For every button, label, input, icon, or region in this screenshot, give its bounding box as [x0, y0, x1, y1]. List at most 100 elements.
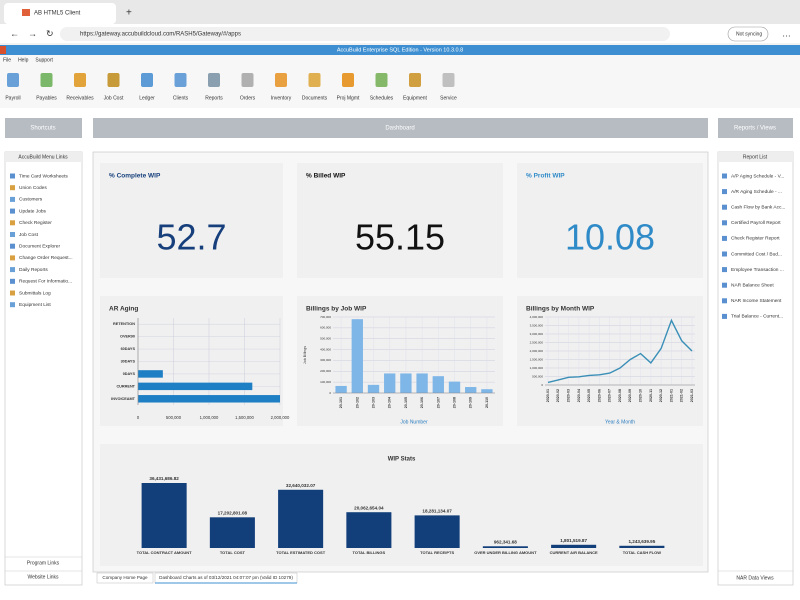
browser-menu[interactable]: … — [782, 28, 791, 38]
toolbar-icon[interactable] — [308, 73, 321, 87]
sync-button[interactable] — [727, 26, 769, 42]
report-link[interactable]: Cash Flow by Bank Acc... — [731, 204, 785, 210]
report-link[interactable]: Trial Balance - Current... — [731, 314, 783, 320]
y-axis-label: Job Billings — [303, 346, 307, 364]
app-title: AccuBuild Enterprise SQL Edition - Versi… — [337, 47, 463, 53]
report-link[interactable]: Employee Transaction ... — [731, 267, 784, 273]
reload-button[interactable]: ↻ — [46, 28, 54, 38]
report-link[interactable]: NAR Balance Sheet — [731, 282, 774, 288]
panel-footer-link[interactable]: Website Links — [27, 574, 59, 580]
panel-footer-link[interactable]: Program Links — [27, 560, 60, 566]
menu-link[interactable]: Union Codes — [19, 185, 47, 191]
report-icon — [722, 204, 727, 210]
report-link[interactable]: A/P Aging Schedule - V... — [731, 173, 784, 179]
reports-header-text: Reports / Views — [734, 126, 776, 132]
toolbar-label[interactable]: Receivables — [66, 95, 94, 101]
x-tick-label: 2020-01 — [546, 389, 550, 402]
menu-item[interactable]: File — [3, 57, 11, 63]
toolbar-label[interactable]: Service — [440, 95, 457, 101]
toolbar-label[interactable]: Payables — [36, 95, 57, 101]
toolbar-icon[interactable] — [241, 73, 254, 87]
right-panel-footer[interactable]: NAR Data Views — [736, 575, 774, 581]
toolbar-icon[interactable] — [375, 73, 388, 87]
x-tick-label: 20-110 — [485, 397, 489, 408]
toolbar-label[interactable]: Orders — [240, 95, 256, 101]
forward-button[interactable]: → — [28, 28, 37, 38]
y-tick-label: 600,000 — [320, 326, 331, 330]
toolbar-icon[interactable] — [107, 73, 120, 87]
toolbar-label[interactable]: Documents — [302, 95, 328, 101]
y-tick-label: 2,500,000 — [530, 340, 544, 344]
toolbar-label[interactable]: Schedules — [370, 95, 394, 101]
toolbar-label[interactable]: Reports — [205, 95, 223, 101]
toolbar-label[interactable]: Equipment — [403, 95, 428, 101]
x-tick-label: 1,500,000 — [235, 415, 254, 420]
shortcuts-header[interactable] — [5, 118, 82, 138]
menu-link[interactable]: Submittals Log — [19, 290, 51, 296]
toolbar-label[interactable]: Proj Mgmt — [337, 95, 360, 101]
toolbar-icon[interactable] — [141, 73, 153, 87]
toolbar-icon[interactable] — [342, 73, 354, 87]
y-tick-label: 3,500,000 — [530, 323, 544, 327]
toolbar-label[interactable]: Payroll — [5, 95, 20, 101]
toolbar-icon[interactable] — [442, 73, 455, 87]
link-icon — [10, 267, 15, 273]
address-bar[interactable] — [60, 27, 670, 41]
menu-link[interactable]: Time Card Worksheets — [19, 173, 68, 179]
x-axis-label: Year & Month — [605, 419, 635, 425]
toolbar-icon[interactable] — [208, 73, 220, 87]
reports-header[interactable] — [718, 118, 793, 138]
app-icon — [0, 46, 6, 54]
report-link[interactable]: Committed Cost / Bud... — [731, 251, 782, 257]
toolbar-label[interactable]: Job Cost — [104, 95, 124, 101]
toolbar-icon[interactable] — [174, 73, 187, 87]
report-link[interactable]: A/R Aging Schedule - ... — [731, 189, 782, 195]
menu-link[interactable]: Update Jobs — [19, 208, 47, 214]
menu-link[interactable]: Document Explorer — [19, 243, 60, 249]
report-link[interactable]: Check Register Report — [731, 236, 780, 242]
back-button[interactable]: ← — [10, 28, 19, 38]
menu-link[interactable]: Check Register — [19, 220, 52, 226]
chart-card — [297, 296, 503, 426]
kpi-card — [517, 163, 703, 278]
menu-item[interactable]: Support — [35, 57, 53, 63]
toolbar-label[interactable]: Clients — [173, 95, 189, 101]
y-tick-label: 200,000 — [320, 369, 331, 373]
toolbar-icon[interactable] — [40, 73, 53, 87]
menu-link[interactable]: Daily Reports — [19, 267, 48, 273]
menu-item[interactable]: Help — [18, 57, 29, 63]
report-link[interactable]: NAR Income Statement — [731, 298, 782, 304]
toolbar-label[interactable]: Inventory — [271, 95, 292, 101]
menu-link[interactable]: Job Cost — [19, 232, 39, 238]
toolbar-icon[interactable] — [275, 73, 287, 87]
bar — [432, 376, 444, 393]
toolbar-icon[interactable] — [409, 73, 421, 87]
menu-link[interactable]: Request For Informatio... — [19, 279, 72, 285]
right-panel-title: Report List — [743, 154, 768, 160]
bar — [209, 517, 255, 548]
bottom-tab[interactable] — [96, 572, 154, 584]
x-axis-label: Job Number — [400, 419, 428, 425]
new-tab-button[interactable]: + — [126, 8, 132, 19]
dashboard-header[interactable] — [93, 118, 708, 138]
menu-link[interactable]: Equipment List — [19, 302, 51, 308]
report-link[interactable]: Certified Payroll Report — [731, 220, 781, 226]
y-tick-label: 500,000 — [320, 337, 331, 341]
menu-link[interactable]: Customers — [19, 197, 43, 203]
toolbar-icon[interactable] — [7, 73, 19, 87]
browser-tab[interactable] — [4, 3, 116, 24]
kpi-value: 52.7 — [156, 217, 226, 258]
bar — [278, 489, 324, 548]
left-panel-title: AccuBuild Menu Links — [18, 154, 68, 160]
y-tick-label: INVOICEAMT — [111, 397, 136, 401]
x-tick-label: 2020-05 — [587, 389, 591, 402]
y-tick-label: 4,000,000 — [530, 315, 544, 319]
bar — [465, 387, 477, 393]
chart-card — [517, 296, 703, 426]
toolbar-label[interactable]: Ledger — [139, 95, 155, 101]
toolbar-icon[interactable] — [74, 73, 86, 87]
x-tick-label: 2021-03 — [690, 389, 694, 402]
menu-link[interactable]: Change Order Request... — [19, 255, 73, 261]
y-tick-label: 1,500,000 — [530, 357, 544, 361]
chart-card — [100, 296, 283, 426]
